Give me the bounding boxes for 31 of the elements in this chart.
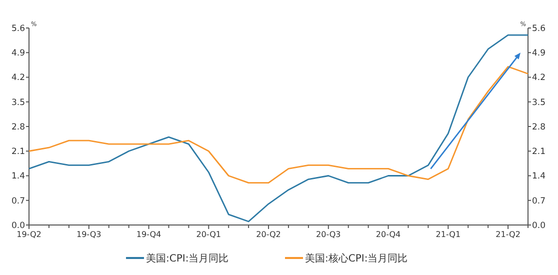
y2-tick-label: 3.5 [532,98,546,108]
x-tick-label: 20-Q4 [376,230,401,239]
y-tick-label: 1.4 [11,172,25,182]
line-series [28,66,529,184]
y2-tick-label: 2.1 [532,147,546,158]
y2-tick-label: 2.8 [532,122,546,132]
y-tick-label: 0.7 [11,196,25,206]
x-tick-label: 21-Q1 [436,230,461,239]
x-tick-label: 19-Q4 [136,230,162,239]
y2-tick-label: 5.6 [532,24,546,34]
x-tick-label: 19-Q2 [16,230,42,239]
y2-tick-label: 1.4 [532,172,546,182]
legend-label: 美国:核心CPI:当月同比 [305,252,408,264]
y-tick-label: 0.0 [11,220,25,231]
line-series [28,34,529,222]
x-tick-label: 20-Q1 [196,230,222,239]
x-tick-label: 20-Q3 [316,230,341,239]
y-tick-label: 2.8 [11,122,25,132]
y-tick-label: 4.2 [11,73,25,84]
y-tick-label: 5.6 [11,24,25,34]
x-tick-label: 19-Q3 [76,230,102,239]
y2-tick-label: 4.2 [532,73,546,84]
y2-tick-label: 0.0 [532,220,546,231]
y-tick-label: 4.9 [11,48,25,59]
x-tick-label: 20-Q2 [256,230,281,239]
x-tick-label: 21-Q2 [496,230,520,239]
y2-tick-label: 4.9 [532,48,546,59]
legend-label: 美国:CPI:当月同比 [146,252,229,264]
y2-tick-label: 0.7 [532,196,546,206]
y-tick-label: 2.1 [11,147,25,158]
y-tick-label: 3.5 [11,98,25,108]
